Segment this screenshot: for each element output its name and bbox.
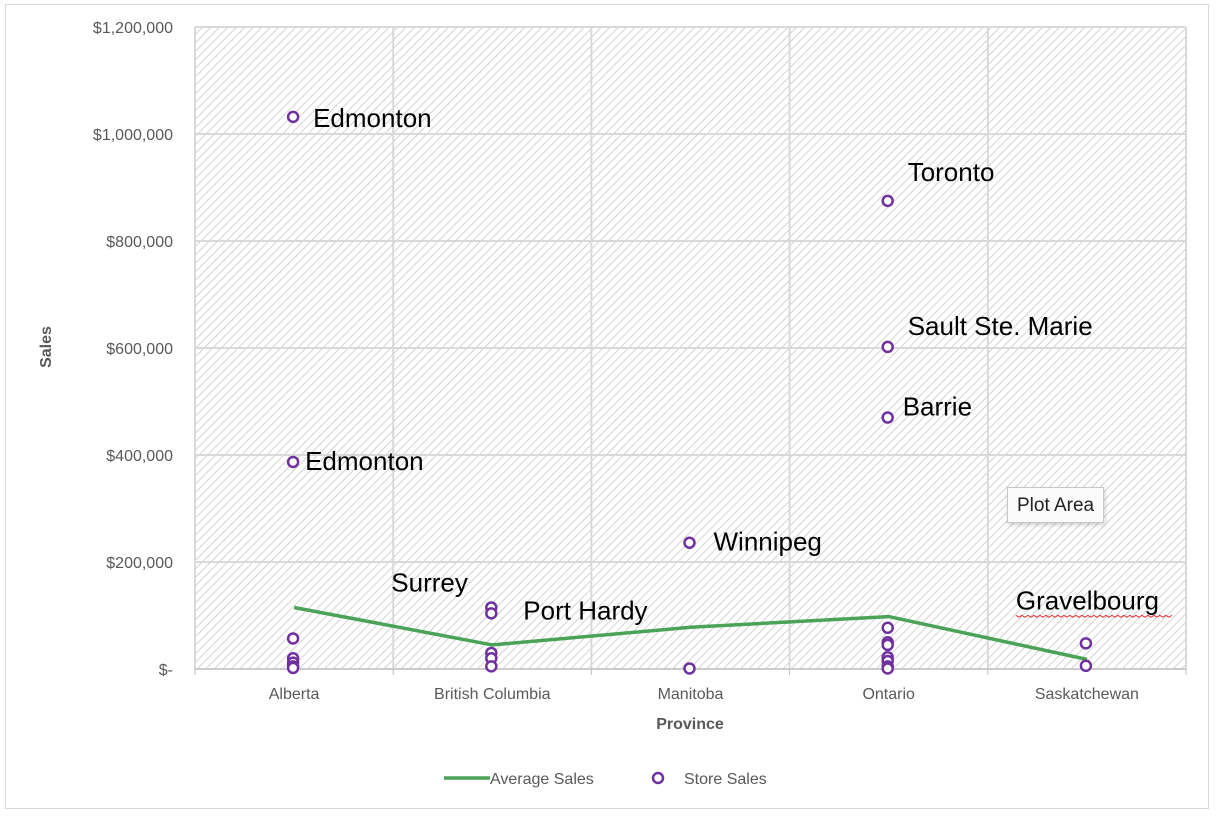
store-sales-points-layer bbox=[286, 110, 1093, 675]
store-sales-point bbox=[286, 110, 300, 124]
store-sales-point bbox=[881, 662, 894, 675]
y-tick-label: $- bbox=[159, 662, 173, 679]
legend-average-sales-label: Average Sales bbox=[490, 771, 594, 788]
point-label: Port Hardy bbox=[523, 595, 647, 625]
y-tick-label: $400,000 bbox=[106, 448, 173, 465]
store-sales-point bbox=[881, 194, 894, 208]
point-label: Sault Ste. Marie bbox=[908, 311, 1093, 341]
store-sales-point bbox=[881, 621, 894, 635]
store-sales-point bbox=[683, 536, 696, 549]
store-sales-point bbox=[286, 632, 300, 645]
store-sales-point bbox=[485, 660, 498, 673]
average-sales-line-layer bbox=[293, 605, 1088, 662]
store-sales-point bbox=[881, 411, 894, 424]
point-labels-layer: Edmonton Edmonton Surrey Port Hardy Winnipeg… bbox=[305, 103, 1173, 625]
y-axis-title: Sales bbox=[38, 326, 55, 368]
store-sales-point bbox=[1079, 659, 1093, 673]
legend-store-sales-label: Store Sales bbox=[684, 771, 767, 788]
axes: $- $200,000 $400,000 $600,000 $800,000 $1,000… bbox=[93, 20, 1187, 703]
x-tick-label: Alberta bbox=[269, 686, 320, 703]
x-tick-label: Ontario bbox=[862, 686, 915, 703]
y-tick-label: $600,000 bbox=[106, 341, 173, 358]
point-label: Surrey bbox=[391, 567, 468, 597]
store-sales-point bbox=[881, 638, 894, 652]
gridlines bbox=[194, 26, 1187, 670]
y-tick-label: $1,000,000 bbox=[93, 127, 173, 144]
point-label: Edmonton bbox=[313, 103, 432, 133]
point-label: Gravelbourg bbox=[1016, 585, 1159, 615]
y-tick-label: $800,000 bbox=[106, 234, 173, 251]
store-sales-point bbox=[286, 661, 300, 675]
y-tick-label: $200,000 bbox=[106, 555, 173, 572]
store-sales-point bbox=[286, 455, 300, 469]
x-tick-label: Saskatchewan bbox=[1035, 686, 1139, 703]
x-tick-label: Manitoba bbox=[658, 686, 724, 703]
store-sales-point bbox=[881, 340, 894, 354]
plot-area-tooltip: Plot Area bbox=[1007, 487, 1105, 523]
spellcheck-underline bbox=[1015, 614, 1173, 618]
point-label: Edmonton bbox=[305, 446, 424, 476]
store-sales-point bbox=[485, 607, 498, 620]
legend-store-sales-marker bbox=[651, 771, 665, 785]
point-label: Toronto bbox=[908, 157, 995, 187]
y-tick-label: $1,200,000 bbox=[93, 20, 173, 37]
average-sales-line bbox=[293, 605, 1088, 662]
store-sales-point bbox=[683, 662, 696, 675]
x-tick-label: British Columbia bbox=[434, 686, 551, 703]
point-label: Winnipeg bbox=[714, 527, 822, 557]
store-sales-point bbox=[1079, 637, 1093, 650]
point-label: Barrie bbox=[903, 392, 972, 422]
x-axis-title: Province bbox=[656, 716, 724, 733]
legend: Average Sales Store Sales bbox=[444, 771, 767, 788]
